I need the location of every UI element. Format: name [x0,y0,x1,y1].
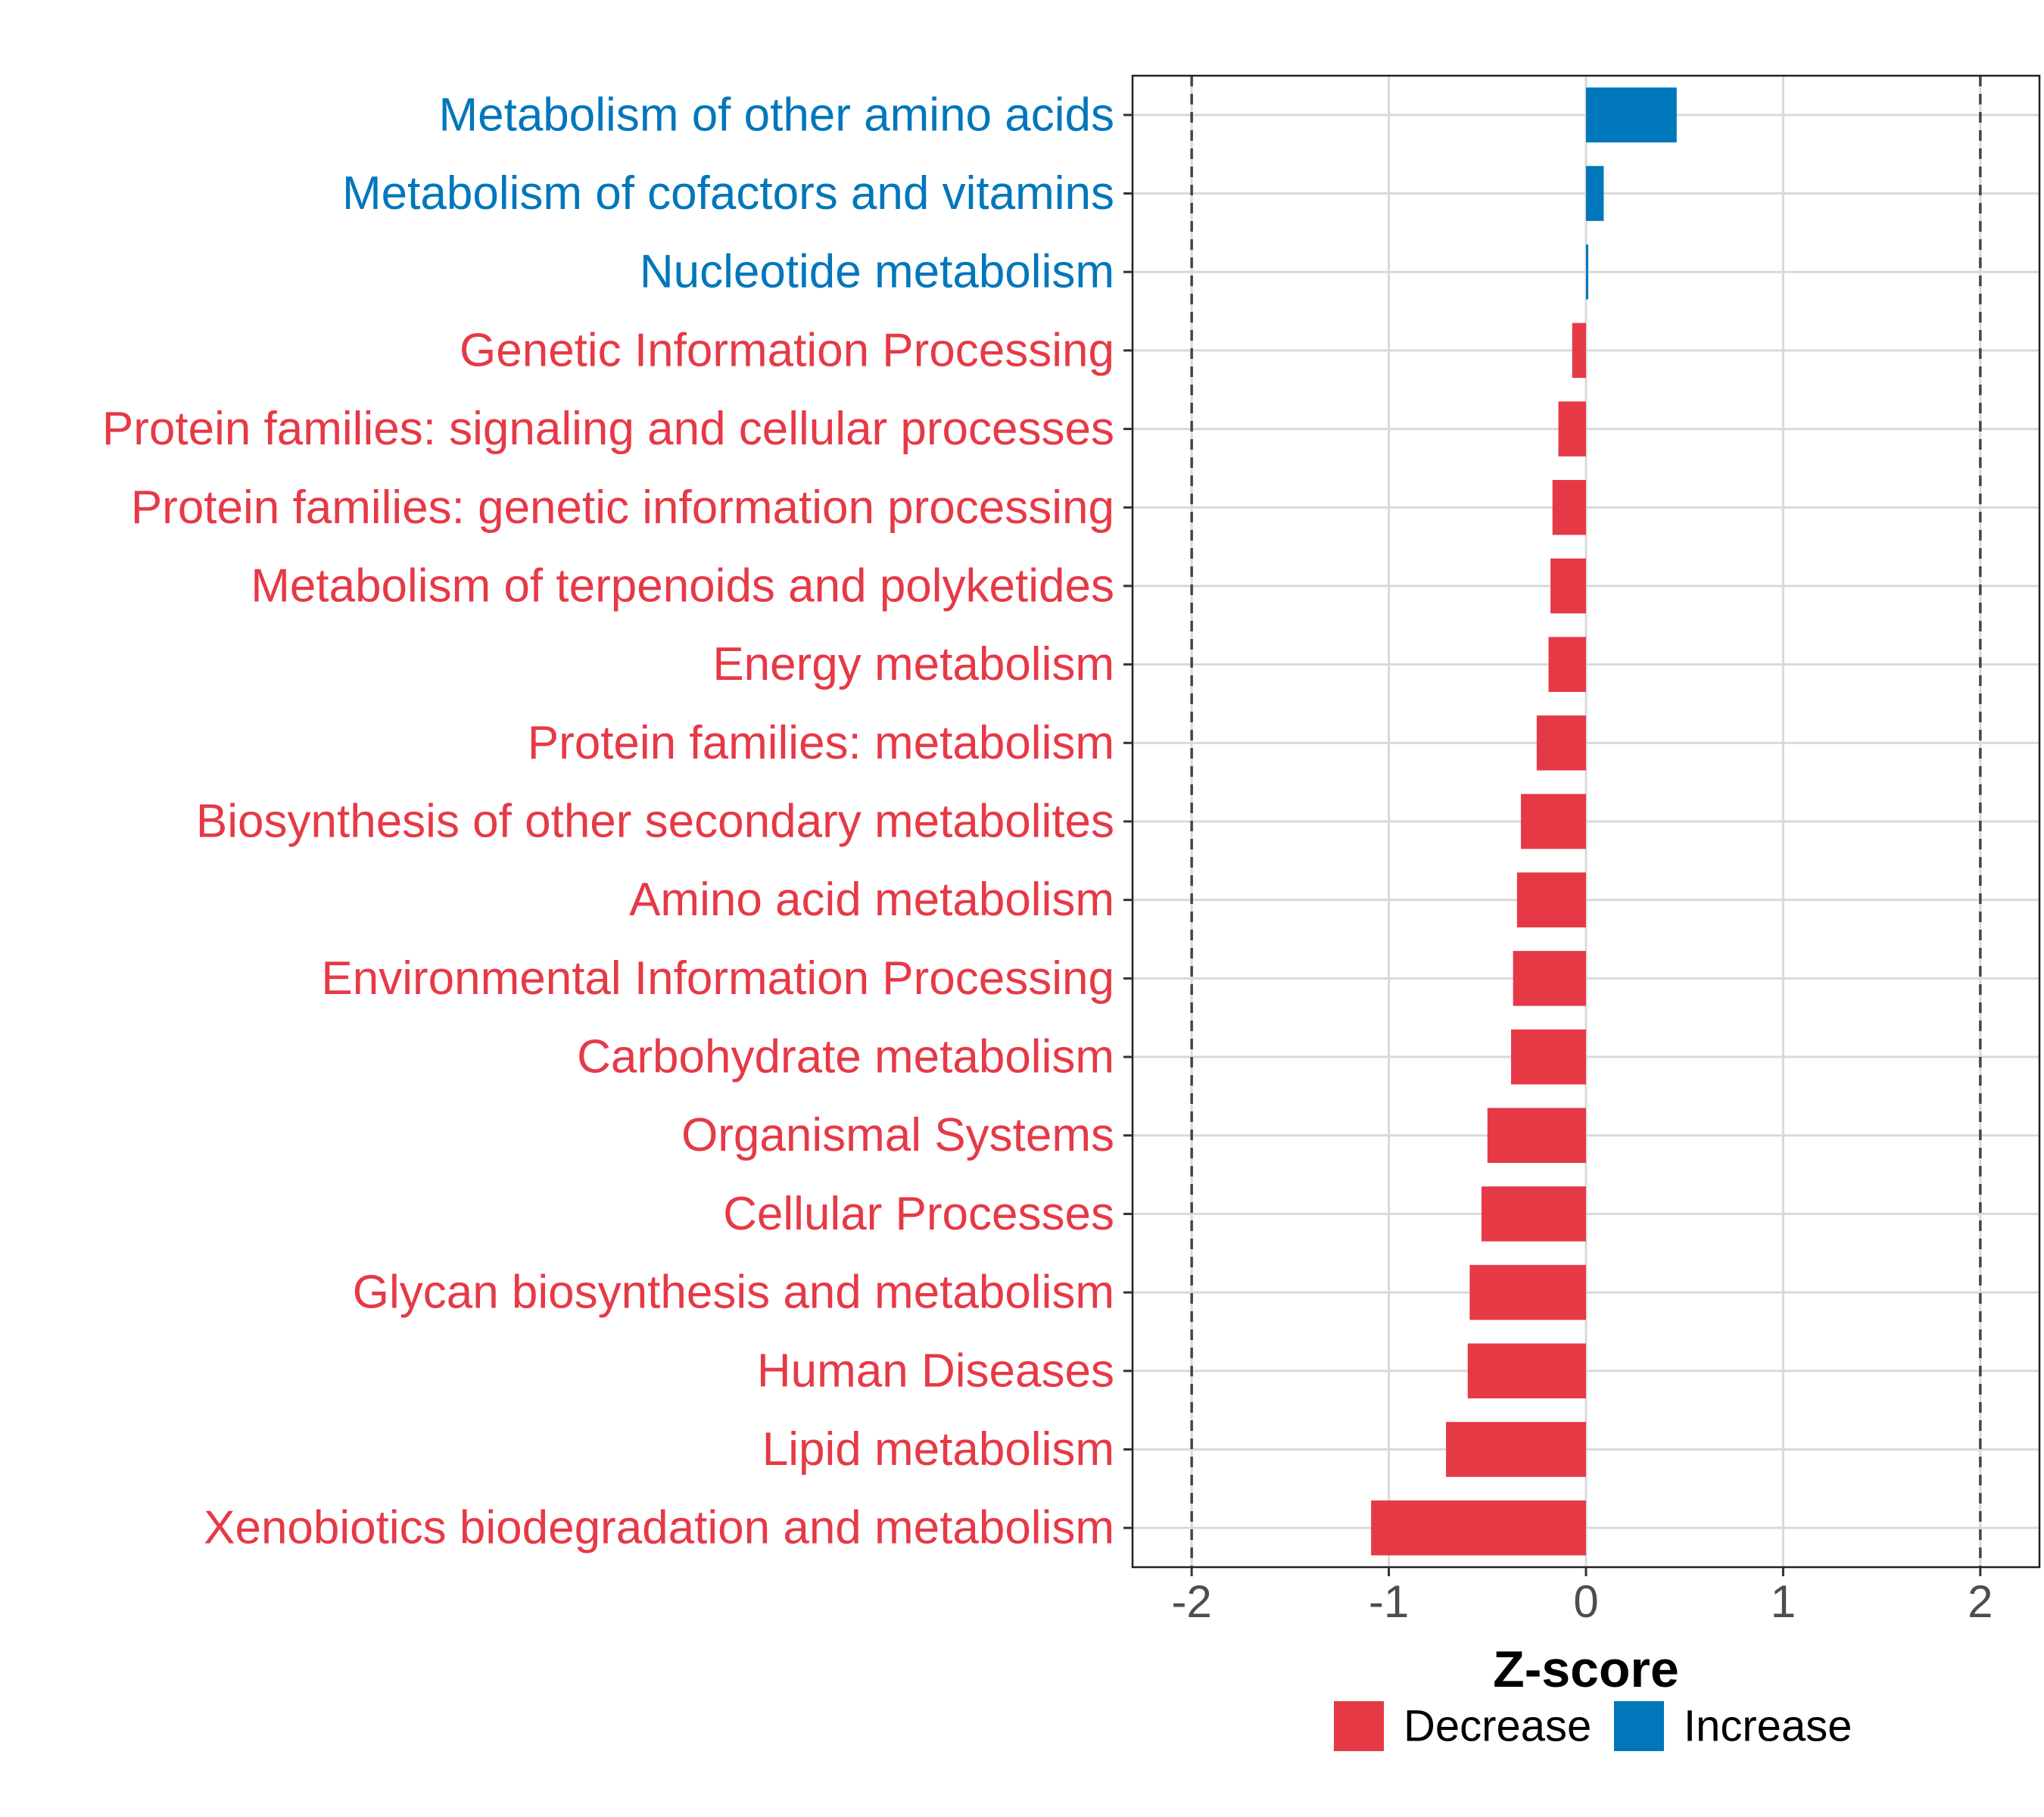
bar-decrease [1467,1343,1586,1399]
bar-increase [1586,87,1677,143]
legend-swatch-increase [1614,1701,1664,1751]
category-label: Biosynthesis of other secondary metaboli… [196,796,1114,848]
bar-decrease [1446,1422,1586,1477]
y-axis-ticks: Metabolism of other amino acids Metabolis… [102,89,1133,1554]
category-label: Xenobiotics biodegradation and metabolis… [204,1502,1114,1554]
x-tick-label: 1 [1771,1576,1796,1627]
category-label: Metabolism of cofactors and vitamins [342,167,1114,220]
bar-decrease [1371,1500,1586,1556]
bar-decrease [1469,1264,1586,1320]
category-label: Cellular Processes [723,1188,1114,1240]
bar-decrease [1487,1108,1586,1164]
reference-lines [1190,76,1982,1567]
category-label: Amino acid metabolism [629,874,1114,926]
category-label: Environmental Information Processing [321,952,1114,1005]
x-axis-ticks: -2 -1 0 1 2 [1171,1567,1993,1627]
category-label: Energy metabolism [712,638,1114,690]
bar-decrease [1552,479,1586,535]
category-label: Carbohydrate metabolism [577,1031,1114,1083]
category-label: Glycan biosynthesis and metabolism [353,1267,1114,1319]
category-label: Lipid metabolism [762,1423,1114,1476]
category-label: Metabolism of terpenoids and polyketides [251,559,1114,612]
x-tick-label: -2 [1171,1576,1211,1627]
x-tick-label: 0 [1573,1576,1598,1627]
category-label: Human Diseases [757,1345,1114,1397]
bars [1371,87,1677,1556]
category-label: Protein families: metabolism [528,717,1114,769]
bar-decrease [1516,872,1586,927]
bar-decrease [1550,558,1586,614]
bar-decrease [1558,401,1586,457]
legend-label-increase: Increase [1684,1702,1852,1751]
category-label: Metabolism of other amino acids [438,89,1114,141]
category-label: Organismal Systems [681,1109,1114,1161]
bar-decrease [1481,1186,1586,1242]
bar-decrease [1511,1029,1586,1085]
category-label: Protein families: genetic information pr… [131,482,1114,534]
legend: Decrease Increase [1334,1701,1852,1751]
legend-swatch-decrease [1334,1701,1384,1751]
category-label: Protein families: signaling and cellular… [102,403,1114,455]
x-tick-label: 2 [1968,1576,1993,1627]
bar-increase [1586,166,1604,221]
category-label: Nucleotide metabolism [640,246,1114,298]
x-axis-title: Z-score [1493,1641,1679,1698]
legend-label-decrease: Decrease [1404,1702,1591,1751]
bar-decrease [1521,793,1586,849]
bar-decrease [1548,637,1586,692]
bar-decrease [1572,323,1586,379]
category-label: Genetic Information Processing [460,324,1114,376]
bar-decrease [1536,715,1586,771]
bar-decrease [1513,951,1586,1006]
x-tick-label: -1 [1369,1576,1409,1627]
bar-increase [1586,244,1588,300]
